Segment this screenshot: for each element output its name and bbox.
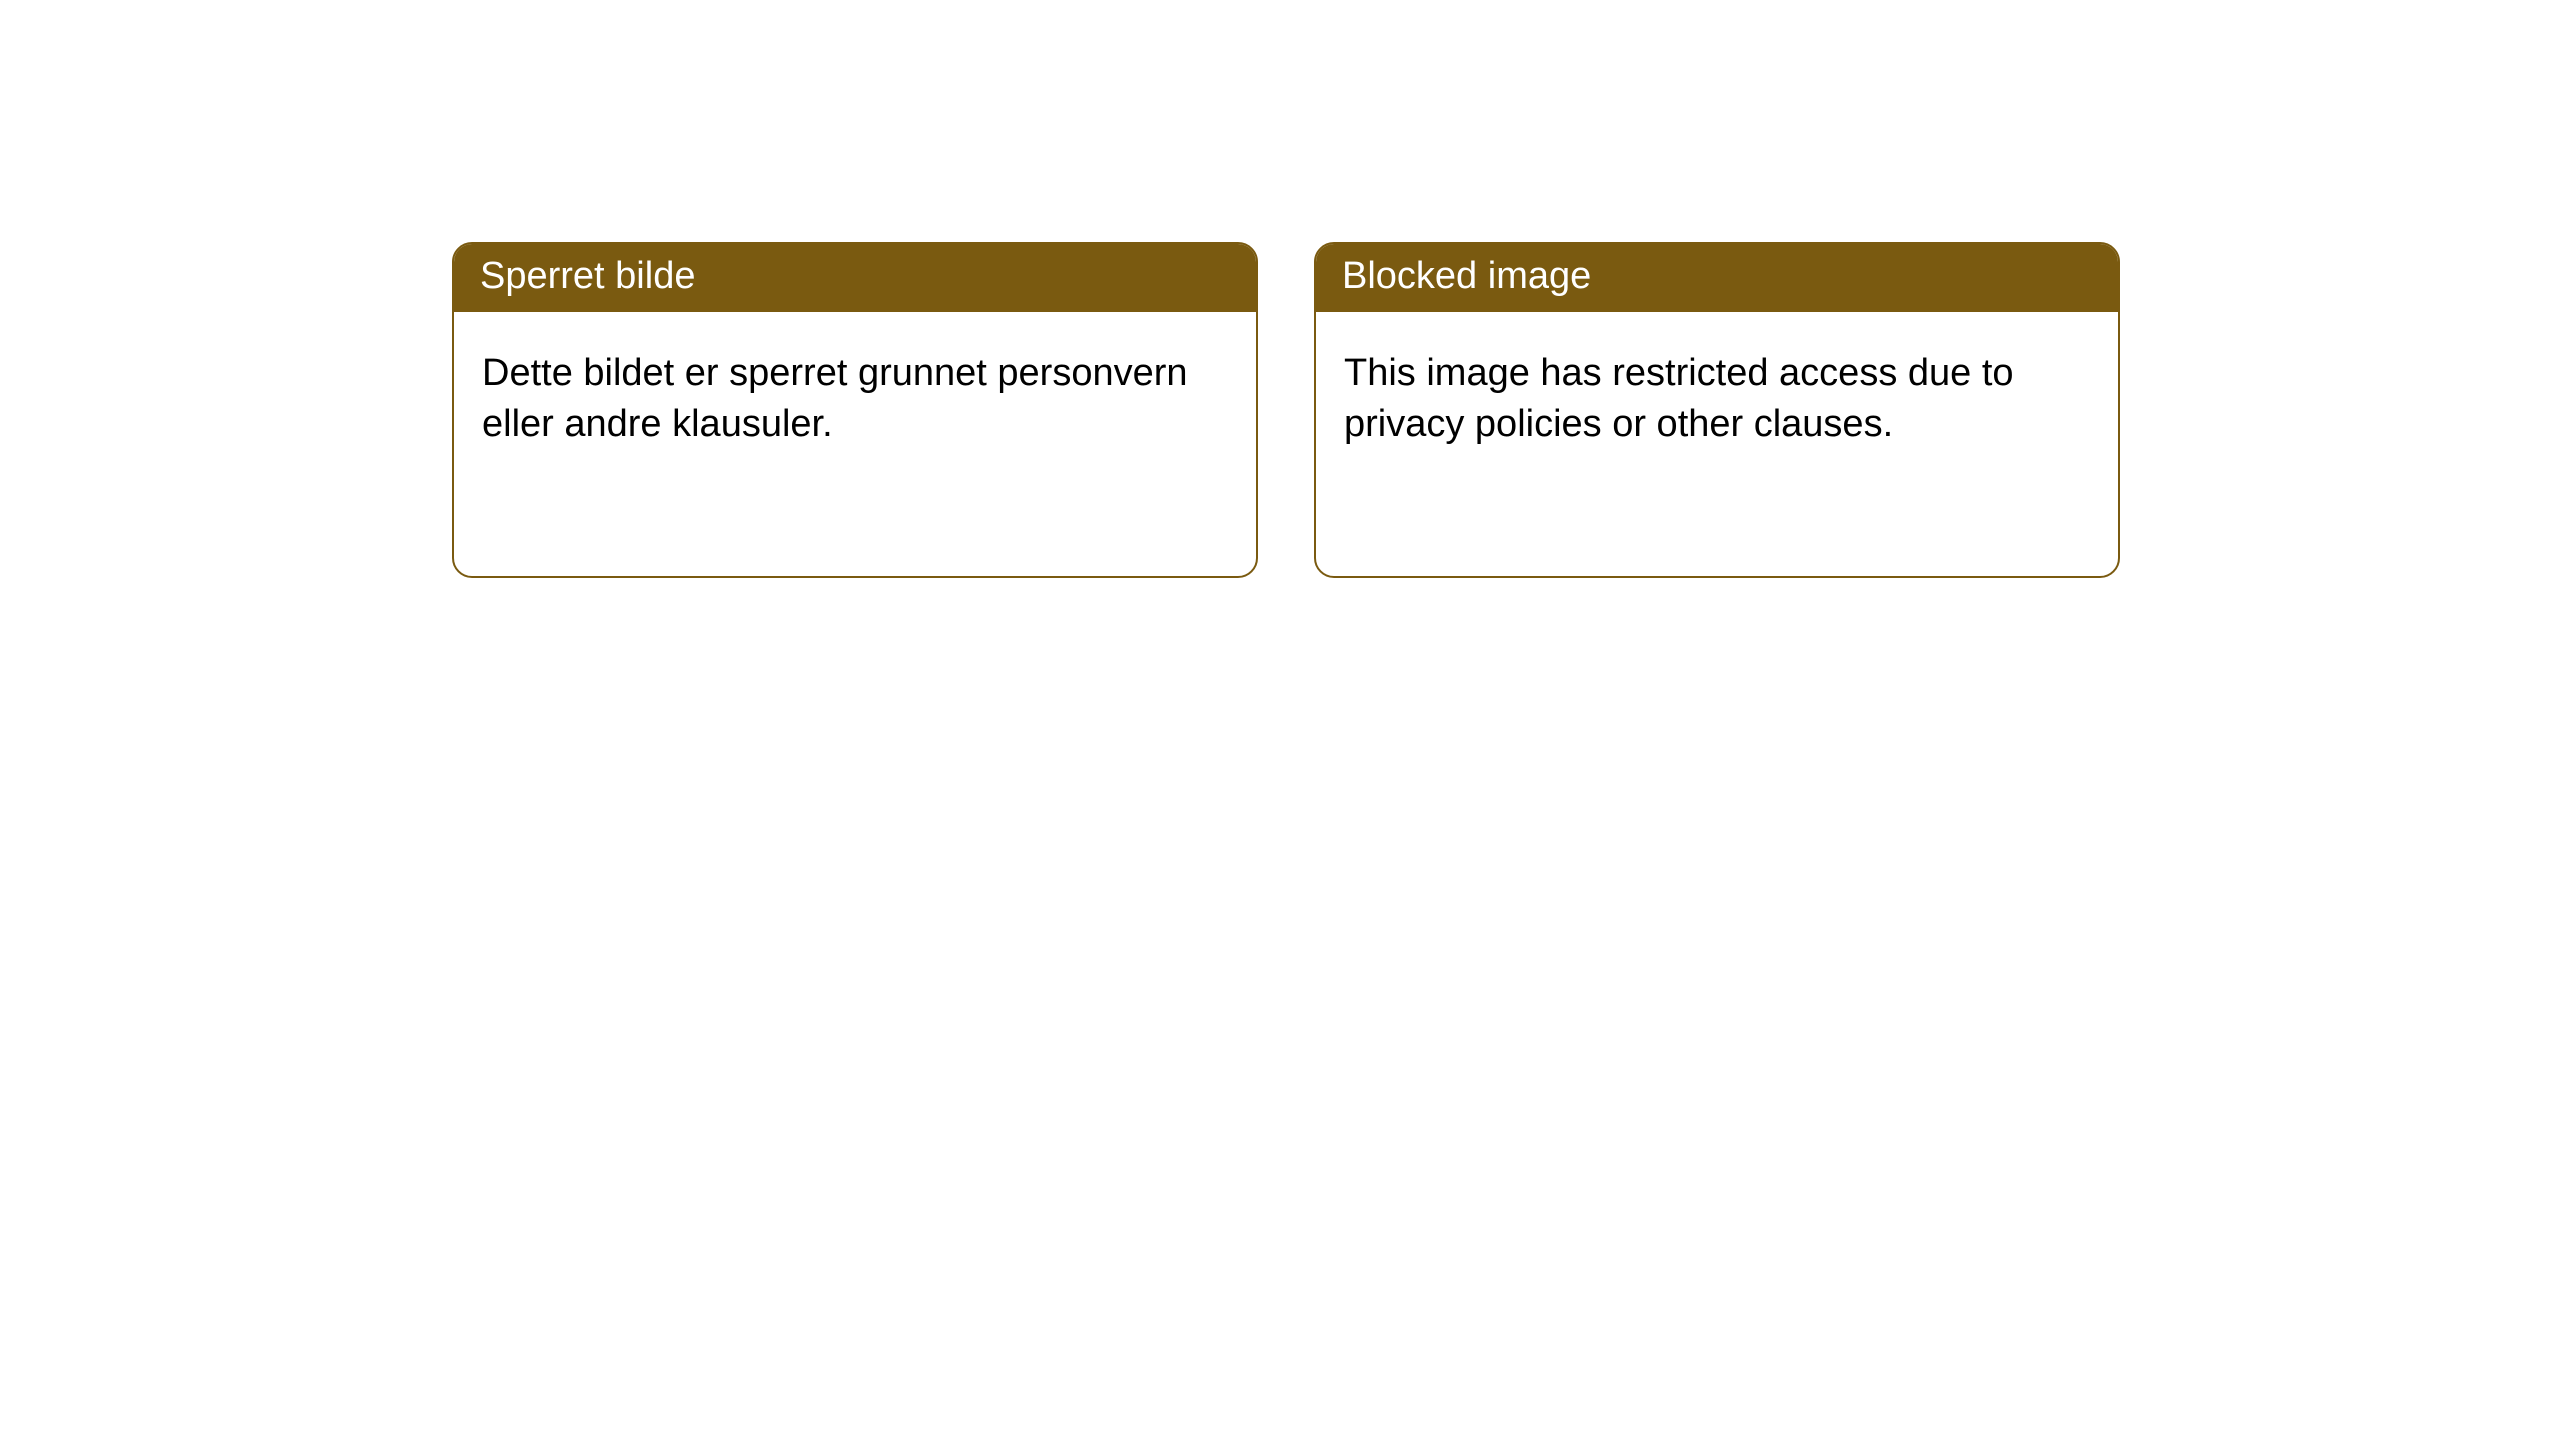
card-body: This image has restricted access due to … <box>1316 312 2118 477</box>
card-body-text: This image has restricted access due to … <box>1344 352 2014 445</box>
card-title: Blocked image <box>1342 255 1591 297</box>
notice-card-english: Blocked image This image has restricted … <box>1314 242 2120 578</box>
notice-card-norwegian: Sperret bilde Dette bildet er sperret gr… <box>452 242 1258 578</box>
card-body: Dette bildet er sperret grunnet personve… <box>454 312 1256 477</box>
card-header: Blocked image <box>1316 244 2118 312</box>
card-header: Sperret bilde <box>454 244 1256 312</box>
card-title: Sperret bilde <box>480 255 695 297</box>
card-body-text: Dette bildet er sperret grunnet personve… <box>482 352 1188 445</box>
notice-container: Sperret bilde Dette bildet er sperret gr… <box>0 0 2560 578</box>
